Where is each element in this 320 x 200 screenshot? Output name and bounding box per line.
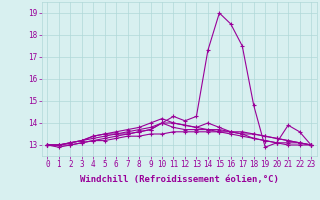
X-axis label: Windchill (Refroidissement éolien,°C): Windchill (Refroidissement éolien,°C) [80,175,279,184]
